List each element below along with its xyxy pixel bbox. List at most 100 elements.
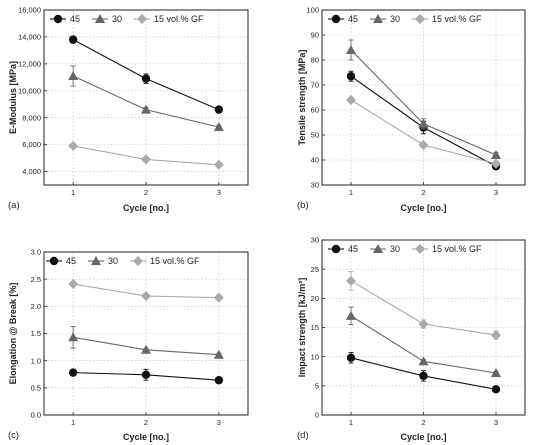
y-tick-label: 0.0 bbox=[31, 411, 41, 420]
data-point bbox=[141, 74, 151, 83]
legend-marker bbox=[137, 14, 147, 24]
legend-label: 15 vol.% GF bbox=[432, 244, 482, 254]
data-point bbox=[491, 150, 501, 159]
x-axis-label: Cycle [no.] bbox=[123, 203, 169, 213]
y-tick-label: 4,000 bbox=[22, 167, 41, 176]
y-tick-label: 6,000 bbox=[22, 140, 41, 149]
data-point bbox=[213, 349, 224, 359]
chart-panel: 30 40 50 60 70 80 90 100 1 2 3 Cycle [no.] Tensile s… bbox=[297, 6, 526, 213]
data-point bbox=[346, 95, 356, 105]
data-point bbox=[68, 332, 79, 342]
legend-label: 45 bbox=[66, 256, 76, 266]
y-tick-label: 70 bbox=[311, 81, 319, 90]
y-tick-label: 30 bbox=[311, 181, 319, 190]
data-point bbox=[141, 344, 151, 354]
chart-panel: 4,000 6,000 8,000 10,000 12,000 14,000 16,000 1… bbox=[8, 6, 249, 213]
x-tick-label: 1 bbox=[71, 188, 75, 197]
x-tick-label: 3 bbox=[217, 188, 221, 197]
legend-marker bbox=[415, 244, 425, 254]
x-tick-label: 2 bbox=[421, 188, 425, 197]
legend-label: 45 bbox=[70, 14, 80, 24]
y-tick-label: 8,000 bbox=[22, 113, 41, 122]
legend-marker bbox=[91, 256, 101, 265]
y-tick-label: 100 bbox=[306, 6, 319, 15]
x-tick-label: 3 bbox=[494, 418, 498, 427]
x-tick-label: 1 bbox=[349, 418, 353, 427]
y-tick-label: 40 bbox=[311, 156, 319, 165]
data-point bbox=[214, 376, 224, 385]
y-tick-label: 30 bbox=[311, 236, 319, 245]
data-point bbox=[141, 154, 151, 165]
y-tick-label: 1.5 bbox=[31, 329, 41, 338]
y-tick-label: 2.5 bbox=[31, 275, 41, 284]
y-tick-label: 5 bbox=[315, 381, 319, 390]
y-axis-label: Impact strength [kJ/m²] bbox=[297, 278, 307, 378]
data-point bbox=[68, 140, 79, 151]
y-tick-label: 14,000 bbox=[18, 33, 41, 42]
y-tick-label: 60 bbox=[311, 106, 319, 115]
data-point bbox=[213, 292, 224, 303]
x-axis-label: Cycle [no.] bbox=[400, 203, 446, 213]
x-tick-label: 3 bbox=[217, 418, 221, 427]
x-tick-label: 1 bbox=[71, 418, 75, 427]
legend: 45 30 15 vol.% GF bbox=[50, 14, 204, 24]
data-point bbox=[68, 70, 79, 80]
data-point bbox=[68, 35, 78, 44]
x-tick-label: 3 bbox=[494, 188, 498, 197]
legend-label: 30 bbox=[112, 14, 122, 24]
x-tick-label: 2 bbox=[144, 418, 148, 427]
chart-panel: 0.0 0.5 1.0 1.5 2.0 2.5 3.0 1 2 3 Cycle [no.] Elong… bbox=[8, 248, 249, 442]
data-point bbox=[419, 371, 428, 381]
y-tick-label: 10,000 bbox=[18, 86, 41, 95]
y-axis-label: Elongation @ Break [%] bbox=[8, 283, 18, 385]
y-tick-label: 90 bbox=[311, 31, 319, 40]
legend-marker bbox=[49, 256, 59, 266]
data-point bbox=[141, 291, 151, 302]
data-point bbox=[491, 330, 501, 341]
data-point bbox=[346, 45, 356, 54]
data-point bbox=[346, 72, 356, 81]
data-point bbox=[141, 370, 151, 379]
legend-marker bbox=[331, 244, 341, 254]
panel-label: (c) bbox=[8, 430, 19, 441]
y-tick-label: 50 bbox=[311, 131, 319, 140]
legend-marker bbox=[53, 14, 63, 24]
data-point bbox=[346, 353, 356, 363]
y-tick-label: 12,000 bbox=[18, 59, 41, 68]
legend-label: 15 vol.% GF bbox=[154, 14, 204, 24]
data-point bbox=[213, 122, 224, 132]
y-axis-label: E-Modulus [MPa] bbox=[8, 61, 18, 134]
chart-panel: 0 5 10 15 20 25 30 1 2 3 Cycle [no.] Impact strengt… bbox=[297, 236, 526, 442]
legend-marker bbox=[331, 14, 341, 24]
x-axis-label: Cycle [no.] bbox=[400, 432, 446, 442]
y-tick-label: 25 bbox=[311, 265, 319, 274]
legend: 45 30 15 vol.% GF bbox=[46, 256, 200, 266]
legend-label: 45 bbox=[348, 244, 358, 254]
y-tick-label: 0 bbox=[315, 411, 319, 420]
data-point bbox=[418, 356, 429, 366]
data-point bbox=[68, 368, 78, 377]
x-tick-label: 1 bbox=[349, 188, 353, 197]
data-point bbox=[418, 118, 429, 128]
legend-label: 30 bbox=[108, 256, 118, 266]
data-point bbox=[141, 104, 151, 114]
legend-label: 30 bbox=[390, 244, 400, 254]
data-point bbox=[346, 275, 356, 286]
y-tick-label: 80 bbox=[311, 56, 319, 65]
data-point bbox=[491, 158, 501, 169]
legend-marker bbox=[373, 14, 383, 23]
x-axis-label: Cycle [no.] bbox=[123, 432, 169, 442]
data-point bbox=[346, 310, 356, 320]
legend-marker bbox=[373, 244, 383, 253]
legend-label: 15 vol.% GF bbox=[432, 14, 482, 24]
y-axis-label: Tensile strength [MPa] bbox=[297, 50, 307, 146]
data-point bbox=[418, 319, 429, 329]
data-point bbox=[214, 105, 224, 114]
data-point bbox=[213, 159, 224, 170]
panel-label: (b) bbox=[297, 200, 309, 211]
y-tick-label: 1.0 bbox=[31, 356, 41, 365]
legend-label: 15 vol.% GF bbox=[150, 256, 200, 266]
y-tick-label: 20 bbox=[311, 294, 319, 303]
legend-label: 45 bbox=[348, 14, 358, 24]
